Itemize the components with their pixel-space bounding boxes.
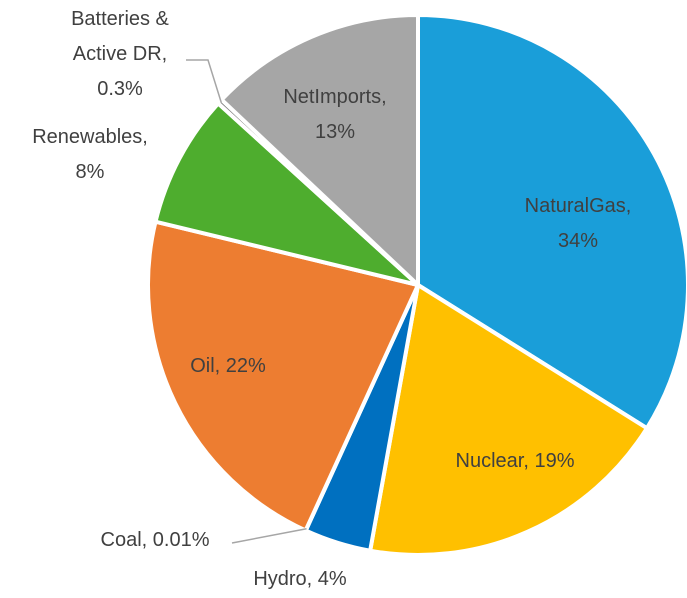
pie-slice (368, 283, 649, 557)
category-label: Oil, (190, 355, 220, 377)
value-label: 19% (529, 450, 575, 472)
category-label: NetImports, (283, 86, 386, 108)
category-label: Nuclear, (456, 450, 529, 472)
category-label: Batteries & (71, 8, 169, 30)
value-label: 13% (315, 121, 355, 143)
leader-line (231, 527, 307, 544)
data-label: Batteries & Active DR, 0.3% (71, 8, 169, 100)
data-label: Hydro, 4% (253, 568, 347, 590)
value-label: 0.01% (147, 529, 209, 551)
value-label: 4% (312, 568, 347, 590)
category-label: Hydro, (253, 568, 312, 590)
pie-slice (153, 101, 420, 287)
data-label: Coal, 0.01% (101, 529, 210, 551)
category-label: Renewables, (32, 126, 148, 148)
data-label: NaturalGas, 34% (525, 195, 632, 252)
value-label: 8% (76, 161, 105, 183)
data-label: NetImports, 13% (283, 86, 386, 143)
leader-line (186, 59, 223, 104)
category-label: Coal, (101, 529, 148, 551)
pie-slice (219, 13, 420, 287)
category-label: Active DR, (73, 43, 167, 65)
value-label: 22% (220, 355, 266, 377)
value-label: 0.3% (97, 78, 143, 100)
pie-slice (146, 219, 420, 533)
value-label: 34% (558, 230, 598, 252)
category-label: NaturalGas, (525, 195, 632, 217)
data-label: Nuclear, 19% (456, 450, 575, 472)
data-label: Renewables, 8% (32, 126, 148, 183)
data-label: Oil, 22% (190, 355, 266, 377)
